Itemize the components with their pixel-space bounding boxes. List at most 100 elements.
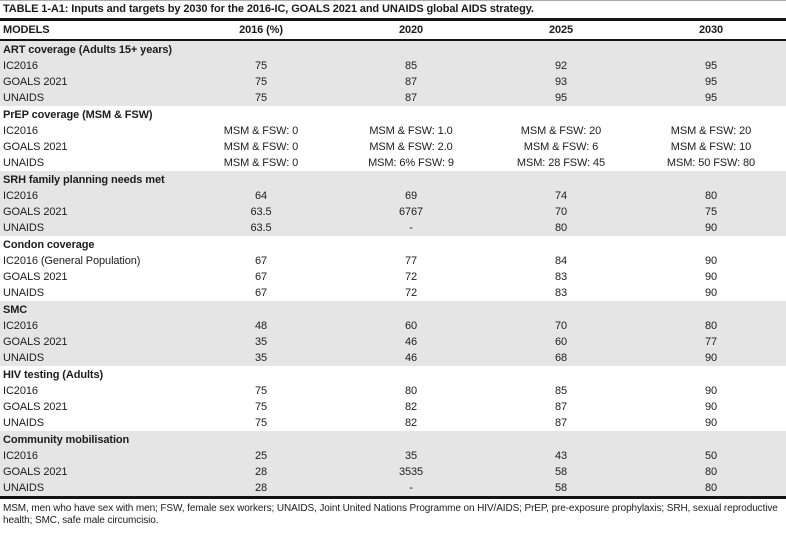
value-cell: MSM & FSW: 20: [670, 125, 752, 137]
table-row: IC2016 75 80 85 90: [0, 383, 786, 399]
value-cell: 80: [636, 464, 786, 480]
section-header-row: SRH family planning needs met: [0, 171, 786, 188]
model-name-cell: IC2016: [0, 448, 186, 464]
value-cell: 85: [554, 385, 568, 397]
table-row: IC2016 25 35 43 50: [0, 448, 786, 464]
value-cell: 75: [186, 74, 336, 90]
value-cell: 48: [186, 318, 336, 334]
table-body: ART coverage (Adults 15+ years) IC2016 75 8…: [0, 40, 786, 498]
value-cell: 67: [254, 287, 268, 299]
section-header-row: HIV testing (Adults): [0, 366, 786, 383]
value-cell: 28: [186, 480, 336, 498]
value-cell: 67: [254, 271, 268, 283]
value-cell: 58: [486, 480, 636, 498]
value-cell: 70: [486, 204, 636, 220]
value-cell: 90: [704, 287, 718, 299]
model-name-cell: GOALS 2021: [0, 464, 186, 480]
value-cell: 75: [254, 385, 268, 397]
column-header-models: MODELS: [0, 21, 186, 41]
value-cell: 28: [186, 464, 336, 480]
value-cell: 35: [186, 334, 336, 350]
table-footnote: MSM, men who have sex with men; FSW, fem…: [3, 503, 778, 526]
value-cell: 63.5: [186, 220, 336, 236]
section-header-label: PrEP coverage (MSM & FSW): [3, 108, 153, 121]
model-name-cell: IC2016: [3, 385, 38, 397]
value-cell: 6767: [336, 204, 486, 220]
table-row: UNAIDS 75 87 95 95: [0, 90, 786, 106]
table-header: MODELS 2016 (%) 2020 2025 2030: [0, 21, 786, 41]
model-name-cell: GOALS 2021: [0, 334, 186, 350]
value-cell: 95: [486, 90, 636, 106]
column-header-2025: 2025: [486, 21, 636, 41]
value-cell: 64: [186, 188, 336, 204]
value-cell: MSM & FSW: 20: [520, 125, 602, 137]
value-cell: MSM & FSW: 1.0: [369, 125, 453, 137]
data-table: MODELS 2016 (%) 2020 2025 2030 ART cover…: [0, 21, 786, 499]
value-cell: 70: [486, 318, 636, 334]
value-cell: 77: [404, 255, 418, 267]
value-cell: 90: [636, 220, 786, 236]
value-cell: MSM & FSW: 10: [670, 141, 752, 153]
value-cell: 58: [486, 464, 636, 480]
value-cell: 80: [486, 220, 636, 236]
value-cell: MSM: 28 FSW: 45: [516, 157, 606, 169]
value-cell: 46: [336, 350, 486, 366]
value-cell: 75: [254, 417, 268, 429]
value-cell: 90: [636, 350, 786, 366]
model-name-cell: IC2016: [0, 58, 186, 74]
value-cell: 82: [404, 417, 418, 429]
table-row: UNAIDS 35 46 68 90: [0, 350, 786, 366]
model-name-cell: UNAIDS: [0, 480, 186, 498]
table-row: GOALS 2021 35 46 60 77: [0, 334, 786, 350]
table-row: GOALS 2021 MSM & FSW: 0 MSM & FSW: 2.0 MSM …: [0, 139, 786, 155]
section-header-label: SRH family planning needs met: [0, 171, 786, 188]
table-row: GOALS 2021 75 87 93 95: [0, 74, 786, 90]
value-cell: MSM: 50 FSW: 80: [666, 157, 756, 169]
table-row: GOALS 2021 28 3535 58 80: [0, 464, 786, 480]
model-name-cell: IC2016: [0, 188, 186, 204]
model-name-cell: GOALS 2021: [0, 74, 186, 90]
section-header-label: Community mobilisation: [0, 431, 786, 448]
model-name-cell: IC2016: [0, 318, 186, 334]
value-cell: 82: [404, 401, 418, 413]
value-cell: 95: [636, 58, 786, 74]
value-cell: 87: [554, 417, 568, 429]
table-title: TABLE 1-A1: Inputs and targets by 2030 f…: [0, 0, 786, 21]
value-cell: 25: [186, 448, 336, 464]
model-name-cell: UNAIDS: [0, 350, 186, 366]
value-cell: 80: [404, 385, 418, 397]
value-cell: 63.5: [186, 204, 336, 220]
value-cell: 90: [704, 255, 718, 267]
table-row: IC2016 75 85 92 95: [0, 58, 786, 74]
value-cell: MSM & FSW: 0: [223, 141, 299, 153]
model-name-cell: GOALS 2021: [0, 204, 186, 220]
section-header-label: SMC: [0, 301, 786, 318]
column-header-2016: 2016 (%): [186, 21, 336, 41]
section-header-label: ART coverage (Adults 15+ years): [0, 40, 786, 58]
model-name-cell: GOALS 2021: [3, 271, 68, 283]
table-row: GOALS 2021 67 72 83 90: [0, 269, 786, 285]
value-cell: 46: [336, 334, 486, 350]
value-cell: 90: [704, 417, 718, 429]
value-cell: 75: [636, 204, 786, 220]
value-cell: 74: [486, 188, 636, 204]
value-cell: 35: [186, 350, 336, 366]
value-cell: 50: [636, 448, 786, 464]
value-cell: -: [336, 220, 486, 236]
table-row: UNAIDS 28-58 80: [0, 480, 786, 498]
value-cell: 43: [486, 448, 636, 464]
value-cell: 90: [704, 401, 718, 413]
table-row: GOALS 2021 63.5 6767 70 75: [0, 204, 786, 220]
value-cell: 84: [554, 255, 568, 267]
value-cell: 80: [636, 480, 786, 498]
value-cell: 75: [254, 401, 268, 413]
value-cell: 3535: [336, 464, 486, 480]
table-row: IC2016 (General Population) 67 77 84 90: [0, 253, 786, 269]
section-header-row: SMC: [0, 301, 786, 318]
value-cell: 75: [186, 90, 336, 106]
value-cell: 87: [336, 74, 486, 90]
section-header-label: Condon coverage: [3, 238, 95, 251]
model-name-cell: IC2016 (General Population): [3, 255, 141, 267]
value-cell: MSM & FSW: 6: [523, 141, 599, 153]
